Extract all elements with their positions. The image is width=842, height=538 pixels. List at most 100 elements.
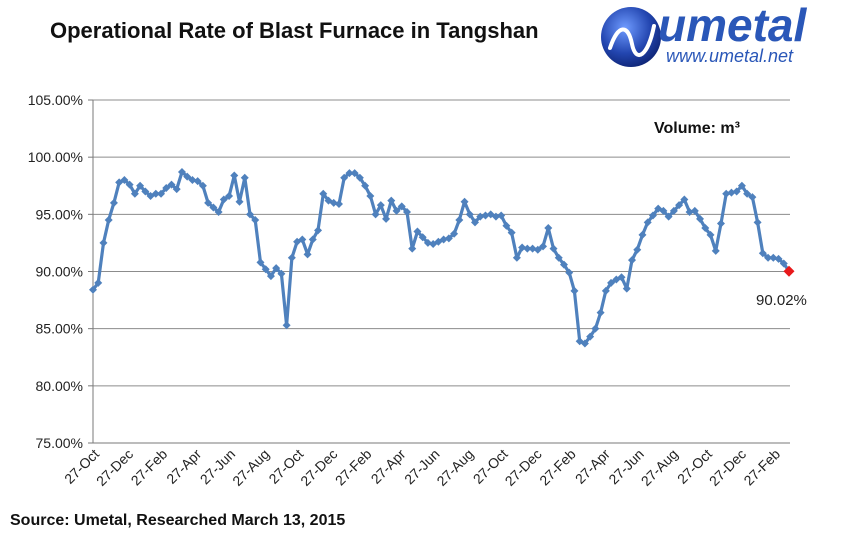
data-point xyxy=(580,339,589,348)
x-tick-label: 27-Dec xyxy=(706,446,749,489)
x-tick-label: 27-Dec xyxy=(93,446,136,489)
data-point xyxy=(314,226,323,235)
data-point xyxy=(628,256,637,265)
data-point xyxy=(136,181,145,190)
data-point xyxy=(701,224,710,233)
data-point xyxy=(408,244,417,253)
axes xyxy=(88,99,790,444)
data-point xyxy=(659,206,668,215)
data-point xyxy=(282,321,291,330)
last-value-label: 90.02% xyxy=(756,292,807,309)
x-tick-labels: 27-Oct27-Dec27-Feb27-Apr27-Jun27-Aug27-O… xyxy=(61,446,783,489)
data-point xyxy=(303,250,312,259)
data-point xyxy=(732,187,741,196)
data-point xyxy=(617,273,626,282)
globe-icon xyxy=(601,7,661,67)
data-point xyxy=(518,243,527,252)
chart-title: Operational Rate of Blast Furnace in Tan… xyxy=(50,18,539,43)
data-point xyxy=(392,206,401,215)
data-point xyxy=(272,264,281,273)
data-point xyxy=(162,184,171,193)
data-point xyxy=(397,202,406,211)
data-point xyxy=(481,211,490,220)
data-point xyxy=(706,230,715,239)
data-point xyxy=(99,238,108,247)
data-point xyxy=(675,201,684,210)
y-tick-labels: 105.00% 100.00% 95.00% 90.00% 85.00% 80.00% 75… xyxy=(28,92,83,451)
logo-url: www.umetal.net xyxy=(666,46,794,66)
y-tick-label: 100.00% xyxy=(28,149,83,165)
data-point xyxy=(690,206,699,215)
data-point xyxy=(387,196,396,205)
data-point xyxy=(533,245,542,254)
data-point xyxy=(209,203,218,212)
data-point xyxy=(266,272,275,281)
data-point xyxy=(716,219,725,228)
data-point xyxy=(748,193,757,202)
last-data-point xyxy=(783,265,795,277)
x-tick-label: 27-Aug xyxy=(433,446,476,489)
data-point xyxy=(183,172,192,181)
data-point xyxy=(151,189,160,198)
data-point xyxy=(465,210,474,219)
data-point xyxy=(141,187,150,196)
data-point xyxy=(743,189,752,198)
data-point xyxy=(240,173,249,182)
data-point xyxy=(559,260,568,269)
data-point xyxy=(476,212,485,221)
data-point xyxy=(277,269,286,278)
data-point xyxy=(596,308,605,317)
data-point xyxy=(418,233,427,242)
data-point xyxy=(371,210,380,219)
data-point xyxy=(601,286,610,295)
data-point xyxy=(539,242,548,251)
x-tick-label: 27-Dec xyxy=(502,446,545,489)
data-point xyxy=(366,192,375,201)
data-point xyxy=(669,206,678,215)
data-point xyxy=(177,168,186,177)
data-point xyxy=(198,181,207,190)
data-point xyxy=(230,171,239,180)
data-point xyxy=(758,249,767,258)
data-point xyxy=(204,198,213,207)
data-point xyxy=(319,189,328,198)
data-point xyxy=(334,200,343,209)
data-point xyxy=(528,244,537,253)
data-point xyxy=(497,211,506,220)
data-point xyxy=(402,208,411,217)
data-point xyxy=(523,244,532,253)
data-point xyxy=(361,181,370,190)
umetal-logo: umetal www.umetal.net xyxy=(598,0,838,70)
data-point xyxy=(664,212,673,221)
data-point xyxy=(214,208,223,217)
data-point xyxy=(779,259,788,268)
data-point xyxy=(638,230,647,239)
data-point xyxy=(607,278,616,287)
data-point xyxy=(648,211,657,220)
data-point xyxy=(586,332,595,341)
x-tick-label: 27-Dec xyxy=(297,446,340,489)
data-point xyxy=(104,216,113,225)
x-tick-label: 27-Feb xyxy=(332,446,375,489)
data-point xyxy=(591,324,600,333)
data-point xyxy=(413,227,422,236)
data-point xyxy=(89,285,97,294)
x-tick-label: 27-Feb xyxy=(128,446,171,489)
data-point xyxy=(502,221,511,230)
data-point xyxy=(167,180,176,189)
data-point xyxy=(355,173,364,182)
y-tick-label: 80.00% xyxy=(36,378,83,394)
grid-lines xyxy=(93,99,790,444)
data-point xyxy=(727,188,736,197)
x-tick-label: 27-Apr xyxy=(572,446,613,487)
data-point xyxy=(774,254,783,263)
data-point xyxy=(329,198,338,207)
data-point xyxy=(680,195,689,204)
data-point xyxy=(455,216,464,225)
y-tick-label: 105.00% xyxy=(28,92,83,108)
data-point xyxy=(643,218,652,227)
data-point xyxy=(570,286,579,295)
data-point xyxy=(261,265,270,274)
data-point xyxy=(298,235,307,244)
